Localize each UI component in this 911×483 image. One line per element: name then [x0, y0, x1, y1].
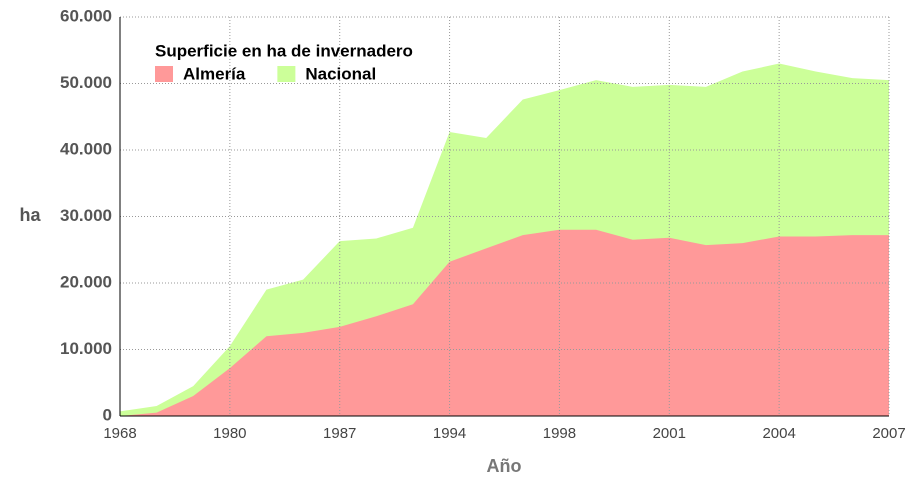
legend-label: Nacional: [305, 64, 376, 83]
x-tick-label: 2007: [872, 425, 905, 442]
y-tick-label: 30.000: [60, 206, 112, 225]
area: [120, 229, 889, 416]
x-axis-label: Año: [487, 456, 522, 476]
legend-swatch: [277, 66, 296, 82]
y-tick-label: 40.000: [60, 139, 112, 158]
y-tick-label: 0: [103, 405, 112, 424]
x-tick-label: 1968: [103, 425, 136, 442]
y-tick-label: 10.000: [60, 339, 112, 358]
x-tick-label: 1998: [543, 425, 576, 442]
legend-swatch: [155, 66, 173, 82]
y-tick-label: 20.000: [60, 272, 112, 291]
x-tick-label: 1994: [433, 425, 466, 442]
x-tick-label: 2004: [762, 425, 795, 442]
y-tick-label: 60.000: [60, 6, 112, 25]
x-tick-label: 1980: [213, 425, 246, 442]
y-axis-label: ha: [19, 205, 41, 225]
legend-label: Almería: [183, 64, 246, 83]
legend-title: Superficie en ha de invernadero: [155, 41, 413, 60]
x-tick-label: 2001: [653, 425, 686, 442]
y-tick-label: 50.000: [60, 73, 112, 92]
x-tick-label: 1987: [323, 425, 356, 442]
